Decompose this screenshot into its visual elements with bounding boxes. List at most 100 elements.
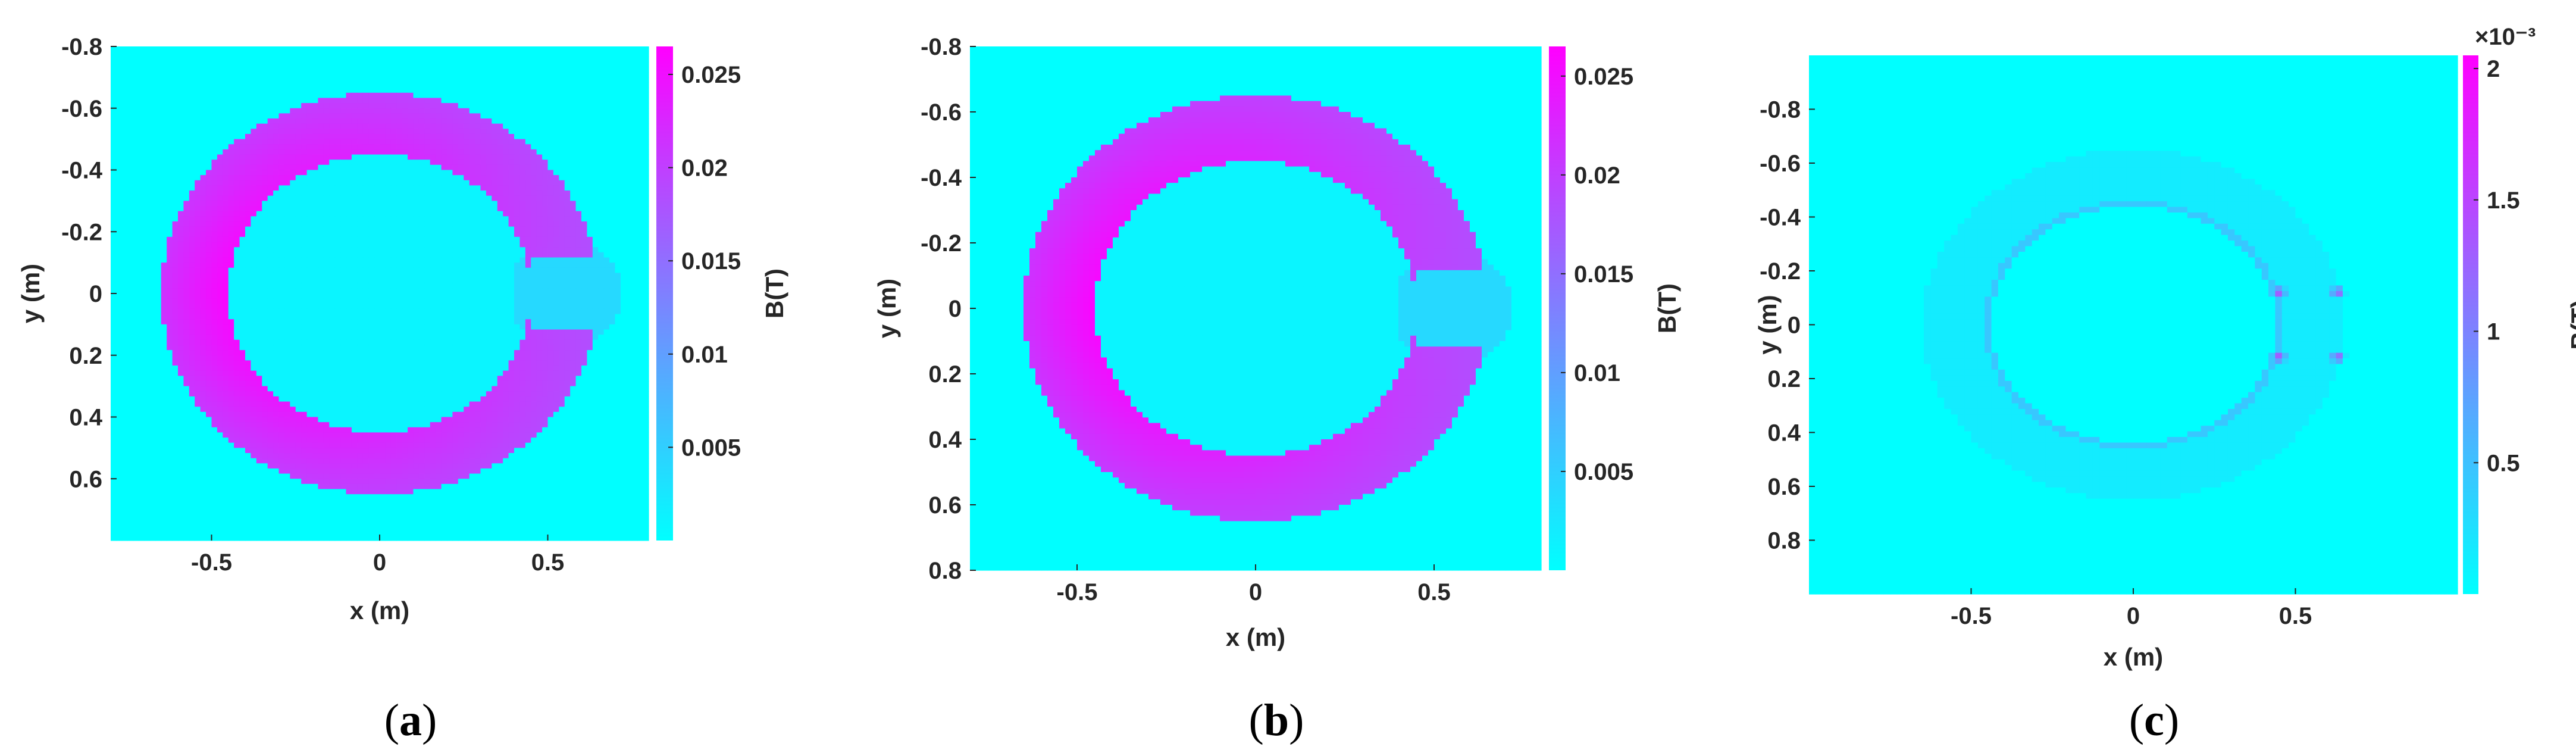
- heatmap-cell: [155, 304, 161, 309]
- heatmap-cell: [127, 242, 133, 248]
- heatmap-cell: [116, 62, 122, 67]
- heatmap-cell: [301, 52, 307, 57]
- heatmap-cell: [576, 293, 582, 299]
- heatmap-cell: [256, 52, 262, 57]
- heatmap-cell: [598, 134, 604, 139]
- heatmap-cell: [531, 247, 537, 252]
- heatmap-cell: [481, 129, 487, 134]
- heatmap-cell: [183, 160, 189, 165]
- heatmap-cell: [604, 263, 610, 268]
- heatmap-cell: [324, 108, 330, 114]
- heatmap-cell: [469, 309, 475, 314]
- heatmap-cell: [268, 190, 274, 196]
- heatmap-cell: [385, 252, 391, 258]
- heatmap-cell: [385, 268, 391, 273]
- heatmap-cell: [615, 175, 621, 180]
- heatmap-cell: [548, 293, 554, 299]
- heatmap-cell: [469, 52, 475, 57]
- heatmap-cell: [173, 216, 179, 221]
- heatmap-cell: [234, 196, 240, 201]
- heatmap-cell: [464, 247, 469, 252]
- heatmap-cell: [548, 242, 554, 248]
- heatmap-cell: [419, 247, 425, 252]
- heatmap-cell: [402, 283, 408, 289]
- heatmap-cell: [116, 175, 122, 180]
- heatmap-cell: [414, 299, 420, 304]
- heatmap-cell: [127, 175, 133, 180]
- heatmap-cell: [301, 134, 307, 139]
- heatmap-cell: [609, 67, 615, 73]
- heatmap-cell: [251, 134, 256, 139]
- heatmap-cell: [553, 149, 559, 155]
- heatmap-cell: [273, 46, 279, 52]
- heatmap-cell: [643, 72, 649, 77]
- heatmap-cell: [408, 160, 414, 165]
- heatmap-cell: [576, 57, 582, 62]
- heatmap-cell: [587, 196, 593, 201]
- heatmap-cell: [116, 144, 122, 149]
- heatmap-cell: [161, 52, 167, 57]
- heatmap-cell: [553, 288, 559, 293]
- heatmap-cell: [548, 118, 554, 124]
- heatmap-cell: [150, 309, 156, 314]
- heatmap-cell: [324, 185, 330, 190]
- heatmap-cell: [234, 170, 240, 176]
- heatmap-cell: [284, 98, 290, 103]
- heatmap-cell: [525, 88, 531, 93]
- heatmap-cell: [363, 237, 369, 242]
- heatmap-cell: [178, 268, 184, 273]
- heatmap-cell: [324, 278, 330, 283]
- heatmap-cell: [111, 88, 117, 93]
- heatmap-cell: [273, 52, 279, 57]
- heatmap-cell: [139, 155, 145, 160]
- heatmap-cell: [150, 237, 156, 242]
- heatmap-cell: [212, 57, 218, 62]
- heatmap-cell: [442, 283, 447, 289]
- heatmap-cell: [424, 268, 430, 273]
- heatmap-cell: [335, 299, 341, 304]
- heatmap-cell: [301, 124, 307, 129]
- heatmap-cell: [145, 93, 151, 98]
- heatmap-cell: [519, 67, 525, 73]
- heatmap-cell: [436, 52, 442, 57]
- heatmap-cell: [139, 278, 145, 283]
- heatmap-cell: [139, 160, 145, 165]
- heatmap-cell: [290, 201, 296, 206]
- heatmap-cell: [217, 242, 223, 248]
- heatmap-cell: [396, 77, 402, 83]
- heatmap-cell: [357, 83, 363, 88]
- heatmap-cell: [531, 46, 537, 52]
- heatmap-cell: [133, 237, 139, 242]
- heatmap-cell: [240, 185, 246, 190]
- heatmap-cell: [419, 144, 425, 149]
- heatmap-cell: [615, 221, 621, 227]
- heatmap-cell: [223, 149, 229, 155]
- heatmap-cell: [368, 268, 374, 273]
- heatmap-cell: [183, 108, 189, 114]
- heatmap-cell: [559, 288, 565, 293]
- heatmap-cell: [559, 160, 565, 165]
- heatmap-cell: [609, 180, 615, 186]
- heatmap-cell: [268, 304, 274, 309]
- heatmap-cell: [363, 57, 369, 62]
- heatmap-cell: [385, 93, 391, 98]
- heatmap-cell: [374, 124, 380, 129]
- heatmap-cell: [178, 309, 184, 314]
- heatmap-cell: [391, 288, 397, 293]
- heatmap-cell: [632, 221, 638, 227]
- heatmap-cell: [553, 268, 559, 273]
- heatmap-cell: [442, 149, 447, 155]
- heatmap-cell: [531, 134, 537, 139]
- heatmap-cell: [223, 83, 229, 88]
- heatmap-cell: [229, 134, 234, 139]
- heatmap-cell: [576, 134, 582, 139]
- heatmap-cell: [514, 263, 520, 268]
- heatmap-cell: [240, 52, 246, 57]
- heatmap-cell: [621, 149, 627, 155]
- heatmap-cell: [570, 139, 576, 145]
- heatmap-cell: [598, 52, 604, 57]
- heatmap-cell: [374, 185, 380, 190]
- heatmap-cell: [570, 227, 576, 232]
- heatmap-cell: [161, 124, 167, 129]
- heatmap-cell: [615, 113, 621, 118]
